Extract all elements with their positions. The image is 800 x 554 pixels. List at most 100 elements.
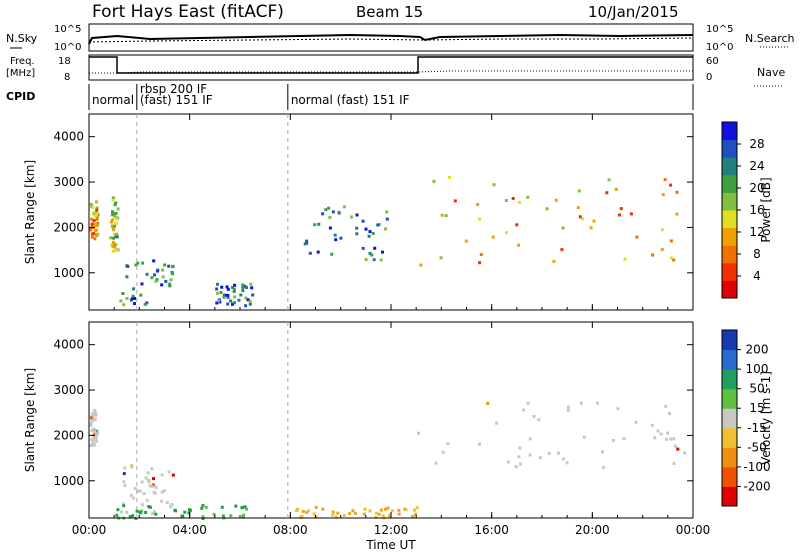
data-point xyxy=(231,285,235,289)
data-point xyxy=(91,441,95,445)
x-tick-label: 12:00 xyxy=(374,523,409,537)
data-point xyxy=(371,232,375,235)
data-point xyxy=(518,200,521,204)
data-point xyxy=(504,199,508,202)
data-point xyxy=(385,217,389,221)
data-point xyxy=(140,480,144,484)
data-point xyxy=(301,509,305,513)
data-point xyxy=(538,456,542,460)
data-point xyxy=(152,510,156,514)
nave-label: Nave xyxy=(757,66,785,79)
data-point xyxy=(567,405,570,409)
data-point xyxy=(515,223,519,227)
data-point xyxy=(217,299,221,303)
nsky-scale-bottom: 10^0 xyxy=(54,42,81,53)
data-point xyxy=(250,286,254,290)
data-point xyxy=(91,205,95,209)
data-point xyxy=(355,213,359,217)
data-point xyxy=(307,509,311,513)
data-point xyxy=(432,179,436,183)
x-tick-label: 00:00 xyxy=(676,523,711,537)
data-point xyxy=(125,510,129,514)
data-point xyxy=(89,227,93,231)
data-point xyxy=(375,511,378,515)
data-point xyxy=(93,436,97,440)
data-point xyxy=(333,233,337,237)
data-point xyxy=(140,503,144,507)
data-point xyxy=(514,465,518,469)
data-point xyxy=(650,423,654,427)
data-point xyxy=(161,275,165,279)
data-point xyxy=(201,503,205,507)
data-point xyxy=(342,513,346,517)
data-point xyxy=(334,238,338,242)
data-point xyxy=(163,263,167,267)
data-point xyxy=(367,234,371,238)
data-point xyxy=(92,417,96,421)
data-point xyxy=(133,302,136,306)
data-point xyxy=(145,272,149,276)
y-axis-label: Slant Range [km] xyxy=(23,368,37,472)
data-point xyxy=(90,429,94,433)
data-point xyxy=(370,253,374,257)
data-point xyxy=(362,512,366,516)
data-point xyxy=(134,263,138,267)
data-point xyxy=(379,508,383,512)
data-point xyxy=(634,420,638,424)
nave-series xyxy=(89,70,693,74)
data-point xyxy=(226,287,230,291)
data-point xyxy=(90,222,94,226)
data-point xyxy=(89,423,93,426)
colorbar-tick-label: 50 xyxy=(749,382,764,396)
data-point xyxy=(130,465,134,469)
data-point xyxy=(361,219,365,223)
data-point xyxy=(123,466,127,470)
data-point xyxy=(110,220,113,224)
data-point xyxy=(386,506,390,510)
data-point xyxy=(89,202,93,206)
data-point xyxy=(240,506,244,510)
data-point xyxy=(113,203,117,207)
data-point xyxy=(122,504,126,508)
data-point xyxy=(111,212,115,216)
data-point xyxy=(244,296,248,300)
data-point xyxy=(363,507,367,511)
data-point xyxy=(164,279,168,283)
data-point xyxy=(95,216,99,220)
data-point xyxy=(116,248,120,252)
nsky-panel xyxy=(88,23,694,52)
data-point xyxy=(90,438,94,442)
data-point xyxy=(92,443,95,447)
data-point xyxy=(215,301,219,305)
data-point xyxy=(232,289,236,293)
nave-scale-bottom: 0 xyxy=(706,72,712,83)
data-point xyxy=(143,302,147,306)
data-point xyxy=(222,295,226,299)
data-point xyxy=(582,435,586,439)
data-point xyxy=(112,228,116,232)
data-point xyxy=(605,191,609,195)
data-point xyxy=(147,505,151,509)
data-point xyxy=(566,408,570,412)
data-point xyxy=(115,513,119,517)
data-point xyxy=(141,261,145,265)
data-point xyxy=(160,283,164,287)
data-point xyxy=(397,512,401,516)
data-point xyxy=(355,232,359,236)
colorbar-cell xyxy=(722,486,737,507)
data-point xyxy=(562,457,566,461)
data-point xyxy=(169,505,172,509)
data-point xyxy=(122,303,126,307)
data-point xyxy=(115,235,119,239)
data-point xyxy=(128,515,132,519)
data-point xyxy=(376,223,380,227)
data-point xyxy=(372,258,376,262)
data-point xyxy=(672,461,676,465)
data-point xyxy=(381,514,385,518)
data-point xyxy=(237,298,241,302)
data-point xyxy=(439,256,443,260)
data-point xyxy=(111,196,115,200)
data-point xyxy=(577,189,581,193)
data-point xyxy=(241,289,245,293)
colorbar-tick-label: 15 xyxy=(749,401,764,415)
